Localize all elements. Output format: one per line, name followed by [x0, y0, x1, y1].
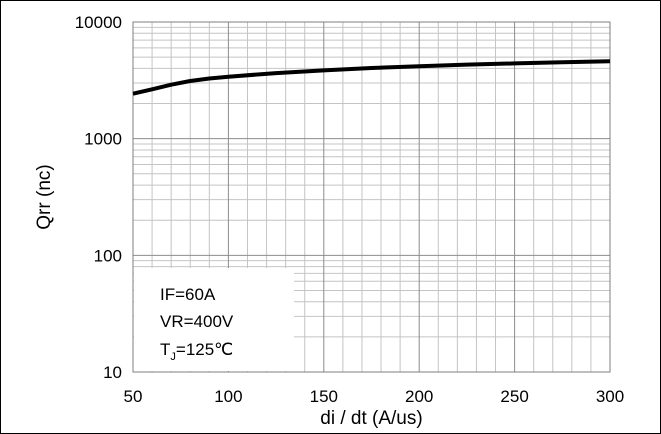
annotation-tj-subscript: J: [170, 351, 176, 363]
y-axis-title: Qrr (nc): [34, 164, 55, 229]
annotation-if: IF=60A: [160, 285, 216, 304]
x-tick-label: 300: [596, 387, 624, 406]
x-tick-label: 150: [310, 387, 338, 406]
y-tick-label: 10000: [75, 13, 122, 32]
x-axis-tick-labels: 50 100 150 200 250 300: [124, 387, 625, 406]
series-line: [132, 59, 611, 96]
y-tick-label: 10: [103, 363, 122, 382]
conditions-box-background: [134, 268, 294, 371]
x-tick-label: 50: [124, 387, 143, 406]
annotation-vr: VR=400V: [160, 312, 234, 331]
plot-area-border: [132, 21, 611, 373]
y-tick-label: 1000: [84, 130, 122, 149]
conditions-box: IF=60A VR=400V TJ=125℃: [134, 268, 294, 371]
x-axis-title: di / dt (A/us): [320, 408, 422, 429]
x-tick-label: 200: [405, 387, 433, 406]
y-axis-tick-labels: 10 100 1000 10000: [75, 13, 122, 382]
annotation-tj-suffix: =125℃: [176, 340, 233, 359]
x-tick-label: 100: [214, 387, 242, 406]
x-tick-label: 250: [500, 387, 528, 406]
y-tick-label: 100: [94, 246, 122, 265]
annotation-tj: TJ=125℃: [160, 340, 233, 363]
annotation-tj-prefix: T: [160, 340, 170, 359]
